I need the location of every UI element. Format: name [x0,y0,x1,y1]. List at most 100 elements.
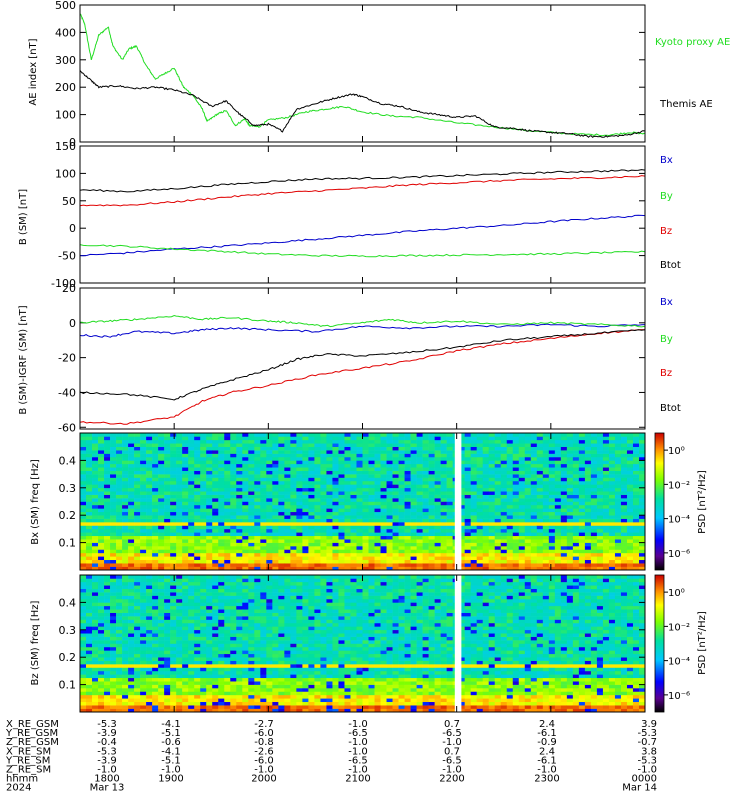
bxspec-cell [584,556,592,561]
bxspec-cell [368,498,375,502]
bzspec-cell [140,643,147,648]
bzspec-cell [224,701,231,706]
bxspec-cell [158,480,165,485]
bxspec-cell [494,542,502,547]
bxspec-cell [458,518,465,523]
bzspec-cell [134,650,141,655]
bxspec-cell [416,549,423,554]
bzspec-cell [128,653,135,658]
bxspec-cell [314,532,321,537]
bxspec-cell [350,436,357,441]
bzspec-cell [104,660,111,665]
bxspec-cell [332,552,339,557]
bzspec-cell [158,653,165,658]
bxspec-cell [128,450,135,454]
bxspec-cell [128,563,135,567]
bxspec-cell [434,566,441,571]
bxspec-cell [584,508,592,513]
bxspec-cell [500,508,508,513]
bxspec-cell [632,439,640,444]
bzspec-cell [116,616,123,620]
bxspec-cell [260,433,267,437]
bxspec-cell [578,463,586,468]
bxspec-cell [536,477,544,482]
bzspec-cell [176,650,183,655]
bxspec-cell [404,542,411,547]
bxspec-cell [458,450,465,454]
bxspec-cell [290,504,297,509]
bxspec-cell [302,508,309,513]
bzspec-cell [182,650,189,655]
bxspec-cell [494,433,502,437]
bxspec-cell [212,433,219,437]
bxspec-cell [422,477,429,482]
bxspec-cell [608,491,616,495]
bzspec-cell [92,640,99,644]
bzspec-cell [158,622,165,627]
bzspec-cell [134,619,141,624]
bxspec-cell [314,436,321,441]
bxspec-cell [206,433,213,437]
bxspec-cell [350,528,357,533]
bxspec-cell [584,456,592,461]
legend-bsm-btot: Btot [660,260,681,271]
bxspec-cell [176,508,183,513]
bxspec-cell [404,446,411,451]
bzspec-cell [98,657,105,661]
bxspec-cell [110,522,117,526]
bxspec-cell [404,491,411,495]
bxspec-cell [590,494,598,499]
bxspec-cell [410,508,417,513]
bzspec-cell [200,705,207,709]
bzspec-cell [224,691,231,696]
bxspec-cell [632,491,640,495]
bxspec-cell [86,480,93,485]
bzspec-cell [152,578,159,583]
bxspec-cell [638,563,646,567]
bzspec-cell [104,698,111,703]
bxspec-cell [278,470,285,475]
bxspec-cell [608,504,616,509]
bzspec-cell [212,605,219,610]
bxspec-cell [518,539,526,543]
bxspec-cell [614,436,622,441]
bzspec-cell [212,636,219,641]
bxspec-cell [86,436,93,441]
bxspec-cell [332,470,339,475]
bxspec-cell [86,563,93,567]
bzspec-cell [200,664,207,668]
bxspec-cell [158,518,165,523]
bxspec-cell [626,501,634,506]
bzspec-cell [158,664,165,668]
bxspec-cell [506,498,514,502]
bzspec-cell [188,677,195,682]
bxspec-cell [404,522,411,526]
bxspec-cell [476,484,484,489]
bxspec-cell [290,539,297,543]
bzspec-cell [116,633,123,637]
bxspec-cell [134,522,141,526]
bxspec-cell [410,439,417,444]
bzspec-cell [224,595,231,600]
colorbar-bx [654,432,665,571]
bxspec-cell [608,559,616,564]
bxspec-cell [98,532,105,537]
bxspec-cell [254,566,261,571]
bxspec-cell [554,456,562,461]
bxspec-cell [518,446,526,451]
bxspec-cell [590,477,598,482]
bxspec-cell [152,436,159,441]
bxspec-cell [404,556,411,561]
bxspec-cell [350,511,357,516]
bxspec-cell [530,443,538,447]
bxspec-cell [206,535,213,540]
bzspec-cell [152,698,159,703]
bxspec-cell [338,487,345,492]
bzspec-cell [110,616,117,620]
bxspec-cell [464,474,471,478]
bxspec-cell [122,470,129,475]
bxspec-cell [248,494,255,499]
bxspec-cell [128,552,135,557]
bzspec-cell [86,657,93,661]
bzspec-cell [218,667,225,672]
